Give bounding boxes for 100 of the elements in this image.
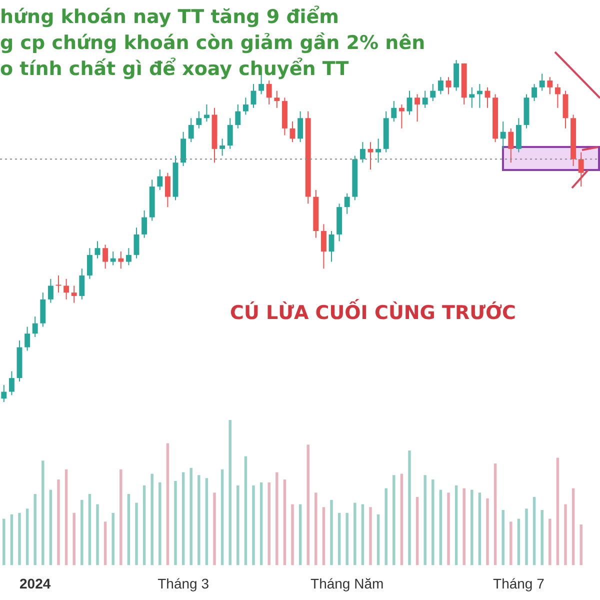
candlestick xyxy=(406,90,412,116)
candlestick xyxy=(32,316,38,338)
chart-title: hứng khoán nay TT tăng 9 điểm g cp chứng khoán còn giảm gần 2% nên o tính chất gì để xoay chuyển TT xyxy=(0,4,426,82)
candlestick xyxy=(414,94,420,122)
candlestick xyxy=(71,285,77,304)
bar xyxy=(510,522,512,566)
bar xyxy=(260,482,263,566)
candlestick xyxy=(446,76,452,95)
bar xyxy=(416,496,419,566)
bar xyxy=(34,494,36,566)
bar xyxy=(268,482,270,566)
candlestick xyxy=(196,110,202,129)
candlestick xyxy=(188,118,194,143)
bar xyxy=(439,490,442,566)
candlestick xyxy=(266,80,272,105)
bar xyxy=(2,518,6,566)
bar xyxy=(525,508,528,566)
bar xyxy=(462,488,466,566)
candlestick xyxy=(438,76,444,95)
candlestick xyxy=(368,142,374,170)
candlestick xyxy=(157,168,163,190)
bar xyxy=(517,518,520,566)
candlestick xyxy=(532,83,538,102)
candlestick xyxy=(242,97,248,116)
bar xyxy=(64,469,68,566)
bar xyxy=(298,504,302,566)
bar xyxy=(572,488,575,566)
candlestick xyxy=(344,192,350,214)
bar xyxy=(236,485,240,566)
bar xyxy=(540,510,544,566)
bar xyxy=(96,504,99,566)
bar xyxy=(142,485,146,566)
candlestick xyxy=(48,278,54,304)
candlestick xyxy=(508,128,514,164)
candlestick xyxy=(142,210,148,238)
candlestick xyxy=(554,83,560,108)
bar xyxy=(432,480,434,566)
bar xyxy=(18,512,21,566)
bar xyxy=(252,485,255,566)
candlestick xyxy=(110,251,116,266)
candlestick xyxy=(547,76,553,95)
bar xyxy=(220,469,224,566)
bar xyxy=(182,472,185,566)
bar xyxy=(447,492,450,566)
bar xyxy=(478,492,482,566)
bar xyxy=(283,480,286,566)
candlestick xyxy=(430,83,436,102)
bar xyxy=(346,512,348,566)
candlestick xyxy=(1,384,7,402)
candlestick xyxy=(500,121,506,150)
candlestick xyxy=(94,240,100,259)
bar xyxy=(72,512,76,566)
x-tick-label: 2024 xyxy=(20,575,51,592)
candlestick xyxy=(328,230,334,262)
candlestick xyxy=(56,274,62,294)
bar xyxy=(306,444,310,566)
x-tick-label: Tháng 7 xyxy=(493,575,545,592)
bar xyxy=(338,512,341,566)
candlestick xyxy=(360,142,366,164)
bar xyxy=(470,490,474,566)
x-tick-label: Tháng Năm xyxy=(310,575,384,592)
bar xyxy=(244,456,248,566)
candlestick xyxy=(422,90,428,108)
bar xyxy=(291,504,294,566)
candlestick xyxy=(180,131,186,167)
bar xyxy=(330,500,333,566)
candlestick xyxy=(578,152,584,188)
bar xyxy=(112,512,114,566)
candlestick xyxy=(454,60,460,92)
candlestick xyxy=(79,268,85,300)
bar xyxy=(127,494,130,566)
candlestick xyxy=(320,224,326,270)
bar xyxy=(322,507,326,566)
candlestick xyxy=(469,86,475,108)
candlestick xyxy=(250,83,256,108)
bar xyxy=(150,474,154,566)
bar xyxy=(198,475,200,566)
bar xyxy=(502,510,504,566)
bar xyxy=(57,480,60,566)
candlestick xyxy=(235,104,241,129)
x-tick-label: Tháng 3 xyxy=(158,575,210,592)
candlestick xyxy=(24,326,30,352)
bar xyxy=(213,492,216,566)
candlestick xyxy=(516,118,522,153)
bar xyxy=(80,500,84,566)
bar xyxy=(166,443,170,566)
bar xyxy=(532,496,536,566)
bar xyxy=(392,475,396,566)
bar xyxy=(580,524,582,566)
candlestick xyxy=(274,90,280,108)
candlestick xyxy=(298,110,304,143)
candlestick xyxy=(220,138,226,156)
bar xyxy=(384,488,388,566)
bar xyxy=(49,490,52,566)
bar xyxy=(408,450,411,566)
bar xyxy=(205,478,208,566)
bar xyxy=(276,472,278,566)
candlestick xyxy=(64,278,70,300)
candlestick xyxy=(126,248,132,266)
candlestick xyxy=(8,370,14,396)
